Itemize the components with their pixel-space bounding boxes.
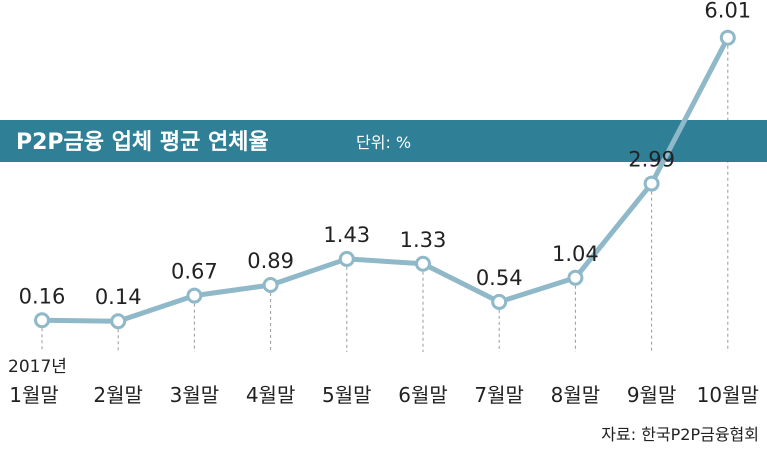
series-line-group xyxy=(39,35,731,324)
value-labels: 0.16 0.14 0.67 0.89 1.43 1.33 0.54 1.04 2.99 6.01 xyxy=(19,0,752,309)
x-tick-label: 1월말 xyxy=(9,383,59,407)
x-tick-label: 9월말 xyxy=(627,383,677,407)
x-tick-label: 2월말 xyxy=(93,383,143,407)
data-markers xyxy=(34,29,736,330)
title-banner: P2P금융 업체 평균 연체율 단위: % xyxy=(0,120,767,162)
value-label: 0.16 xyxy=(19,284,66,308)
series-line xyxy=(39,35,731,324)
year-label: 2017년 xyxy=(8,357,67,377)
value-label: 0.14 xyxy=(95,285,142,309)
value-label: 1.43 xyxy=(323,223,370,247)
source-note: 자료: 한국P2P금융협회 xyxy=(601,425,759,444)
data-point xyxy=(415,255,431,272)
title-bar xyxy=(0,120,767,162)
x-tick-label: 4월말 xyxy=(246,383,296,407)
value-label: 1.04 xyxy=(552,242,599,266)
data-point xyxy=(34,312,50,329)
value-label: 0.67 xyxy=(171,260,218,284)
value-label: 2.99 xyxy=(628,148,675,172)
x-tick-label: 6월말 xyxy=(398,383,448,407)
chart-title: P2P금융 업체 평균 연체율 xyxy=(16,130,269,155)
x-tick-label: 5월말 xyxy=(322,383,372,407)
unit-label: 단위: % xyxy=(356,133,411,152)
data-point xyxy=(719,29,736,46)
data-point xyxy=(643,175,660,192)
value-label: 0.89 xyxy=(247,249,294,273)
value-label: 6.01 xyxy=(704,0,751,23)
value-label: 1.33 xyxy=(400,228,447,252)
data-point xyxy=(110,313,127,330)
data-point xyxy=(186,287,203,304)
guide-lines xyxy=(41,45,729,352)
x-tick-label: 8월말 xyxy=(551,383,601,407)
x-axis-labels: 1월말 2월말 3월말 4월말 5월말 6월말 7월말 8월말 9월말 10월말 xyxy=(9,383,759,407)
x-tick-label: 10월말 xyxy=(697,383,759,407)
data-point xyxy=(262,277,279,294)
value-label: 0.54 xyxy=(476,266,523,290)
x-tick-label: 7월말 xyxy=(474,383,524,407)
data-point xyxy=(567,269,584,286)
x-tick-label: 3월말 xyxy=(170,383,220,407)
data-point xyxy=(338,250,355,267)
data-point xyxy=(491,293,508,310)
